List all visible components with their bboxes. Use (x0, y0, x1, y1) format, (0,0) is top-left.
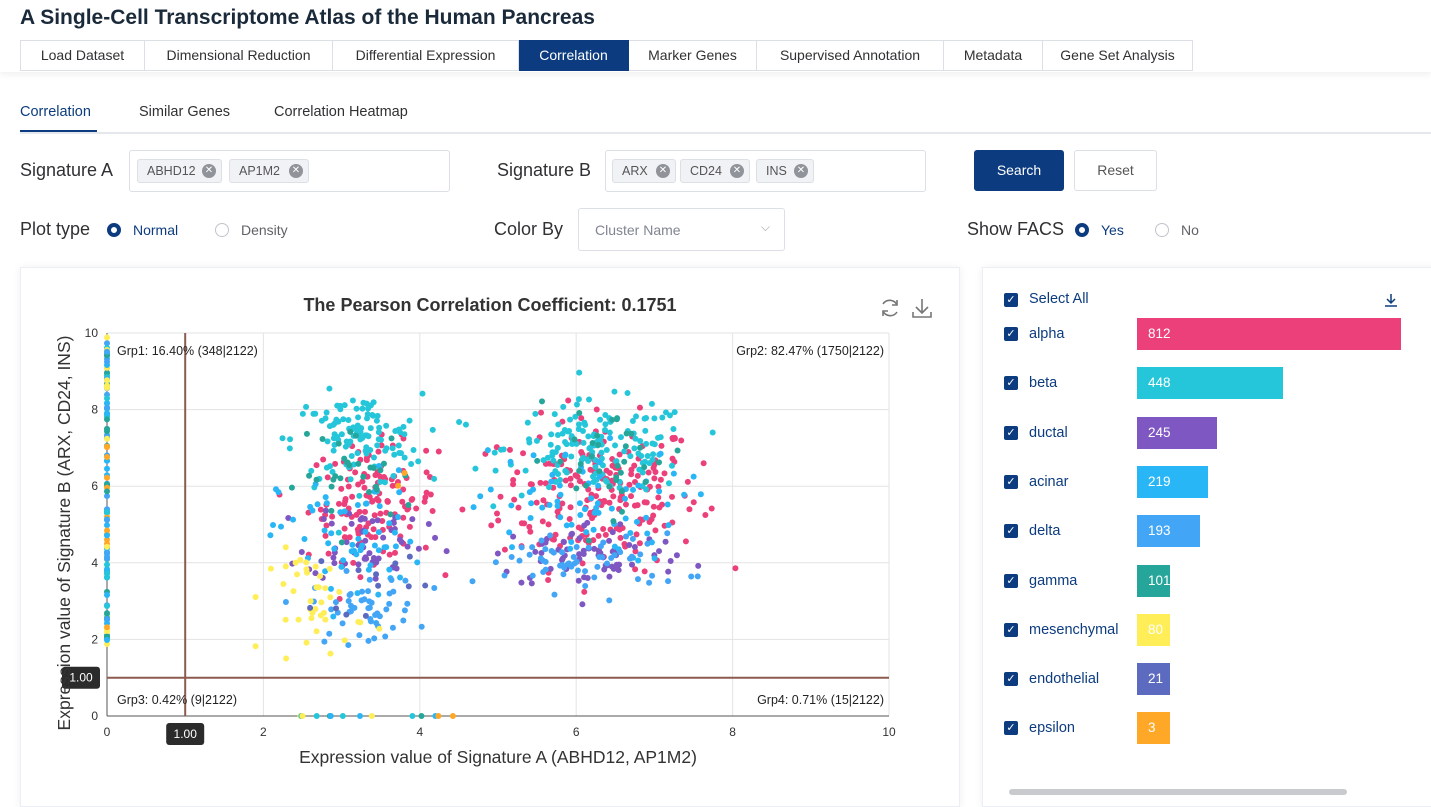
color-by-label: Color By (494, 219, 564, 239)
cluster-legend-card (982, 267, 1431, 807)
signature-b-tag: ARX ✕ (612, 159, 676, 183)
show-facs-label: Show FACS (967, 219, 1065, 239)
signature-a-label: Signature A (20, 160, 114, 180)
subtab-correlation[interactable]: Correlation (20, 104, 91, 120)
remove-tag-icon[interactable]: ✕ (656, 164, 670, 178)
horizontal-scrollbar[interactable] (1009, 789, 1347, 795)
download-icon[interactable] (910, 296, 934, 320)
show-facs-yes-radio[interactable] (1075, 223, 1089, 237)
signature-a-tag: ABHD12 ✕ (137, 159, 222, 183)
legend-bar-mesenchymal[interactable]: 80 (1137, 613, 1170, 646)
sub-tabs: Correlation Similar Genes Correlation He… (20, 96, 1431, 134)
active-subtab-indicator (20, 130, 97, 132)
legend-label-alpha[interactable]: alpha (1029, 326, 1065, 342)
search-button[interactable]: Search (974, 150, 1064, 191)
plot-type-normal-radio[interactable] (107, 223, 121, 237)
signature-b-tag: CD24 ✕ (680, 159, 750, 183)
legend-count-endothelial: 21 (1148, 671, 1164, 687)
tag-label: INS (766, 164, 787, 178)
select-all-label[interactable]: Select All (1029, 291, 1089, 307)
legend-label-delta[interactable]: delta (1029, 523, 1061, 540)
legend-checkbox-epsilon[interactable]: ✓ (1004, 721, 1018, 736)
tag-label: AP1M2 (239, 164, 280, 178)
signature-b-tag: INS ✕ (756, 159, 814, 183)
tab-supervised-annotation[interactable]: Supervised Annotation (757, 40, 944, 71)
plot-type-normal-label[interactable]: Normal (133, 222, 179, 238)
legend-count-ductal: 245 (1148, 424, 1171, 440)
signature-a-tag: AP1M2 ✕ (229, 159, 309, 183)
subtab-similar-genes[interactable]: Similar Genes (139, 104, 231, 120)
tab-metadata[interactable]: Metadata (944, 40, 1043, 71)
subtab-correlation-heatmap[interactable]: Correlation Heatmap (274, 104, 408, 120)
color-by-value: Cluster Name (595, 222, 681, 238)
tag-label: ARX (622, 164, 648, 178)
show-facs-no-radio[interactable] (1155, 223, 1169, 237)
legend-label-gamma[interactable]: gamma (1029, 572, 1078, 589)
remove-tag-icon[interactable]: ✕ (202, 164, 216, 178)
legend-count-epsilon: 3 (1148, 720, 1156, 736)
legend-label-mesenchymal[interactable]: mesenchymal (1029, 621, 1119, 638)
legend-bar-ductal[interactable]: 245 (1137, 416, 1217, 449)
remove-tag-icon[interactable]: ✕ (794, 164, 808, 178)
show-facs-yes-label[interactable]: Yes (1101, 222, 1124, 238)
select-all-checkbox[interactable]: ✓ (1004, 293, 1018, 307)
refresh-icon[interactable] (878, 296, 902, 320)
legend-label-endothelial[interactable]: endothelial (1029, 671, 1100, 688)
legend-count-acinar: 219 (1148, 473, 1171, 489)
signature-b-input[interactable]: ARX ✕ CD24 ✕ INS ✕ (605, 150, 926, 192)
plot-type-density-radio[interactable] (215, 223, 229, 237)
chevron-down-icon: ⌵ (760, 220, 770, 234)
legend-count-mesenchymal: 80 (1148, 621, 1164, 637)
show-facs-no-label[interactable]: No (1181, 222, 1199, 238)
signature-b-label: Signature B (497, 160, 592, 180)
legend-bar-epsilon[interactable]: 3 (1137, 712, 1170, 745)
remove-tag-icon[interactable]: ✕ (730, 164, 744, 178)
legend-bar-alpha[interactable]: 812 (1137, 318, 1401, 350)
tag-label: ABHD12 (147, 164, 196, 178)
reset-button[interactable]: Reset (1074, 150, 1157, 191)
legend-checkbox-mesenchymal[interactable]: ✓ (1004, 622, 1018, 637)
top-bar: A Single-Cell Transcriptome Atlas of the… (0, 0, 1431, 72)
legend-label-beta[interactable]: beta (1029, 375, 1058, 392)
correlation-plot-card (20, 267, 960, 807)
legend-checkbox-gamma[interactable]: ✓ (1004, 573, 1018, 588)
tab-gene-set-analysis[interactable]: Gene Set Analysis (1043, 40, 1193, 71)
legend-checkbox-beta[interactable]: ✓ (1004, 376, 1018, 391)
plot-type-label: Plot type (20, 219, 91, 239)
plot-type-density-label[interactable]: Density (241, 222, 288, 238)
legend-bar-gamma[interactable]: 101 (1137, 564, 1171, 597)
signature-a-input[interactable]: ABHD12 ✕ AP1M2 ✕ (129, 150, 450, 192)
legend-count-alpha: 812 (1148, 326, 1171, 341)
tab-marker-genes[interactable]: Marker Genes (629, 40, 757, 71)
legend-checkbox-endothelial[interactable]: ✓ (1004, 672, 1018, 687)
download-legend-icon[interactable] (1383, 292, 1399, 308)
legend-label-ductal[interactable]: ductal (1029, 424, 1068, 441)
legend-count-gamma: 101 (1148, 572, 1171, 588)
legend-checkbox-acinar[interactable]: ✓ (1004, 474, 1018, 489)
tab-differential-expression[interactable]: Differential Expression (333, 40, 519, 71)
remove-tag-icon[interactable]: ✕ (289, 164, 303, 178)
legend-label-acinar[interactable]: acinar (1029, 473, 1069, 490)
color-by-select[interactable]: Cluster Name ⌵ (578, 208, 785, 251)
legend-checkbox-alpha[interactable]: ✓ (1004, 327, 1018, 341)
tab-correlation[interactable]: Correlation (519, 40, 629, 71)
legend-bar-delta[interactable]: 193 (1137, 515, 1200, 548)
legend-bar-endothelial[interactable]: 21 (1137, 663, 1170, 696)
tab-load-dataset[interactable]: Load Dataset (20, 40, 145, 71)
legend-bar-beta[interactable]: 448 (1137, 367, 1283, 400)
legend-checkbox-delta[interactable]: ✓ (1004, 524, 1018, 539)
legend-count-delta: 193 (1148, 523, 1171, 539)
legend-count-beta: 448 (1148, 375, 1171, 391)
main-tabs: Load Dataset Dimensional Reduction Differe… (20, 40, 1193, 71)
legend-checkbox-ductal[interactable]: ✓ (1004, 425, 1018, 440)
tag-label: CD24 (690, 164, 722, 178)
legend-bar-acinar[interactable]: 219 (1137, 465, 1209, 498)
legend-label-epsilon[interactable]: epsilon (1029, 720, 1075, 737)
tab-dimensional-reduction[interactable]: Dimensional Reduction (145, 40, 333, 71)
app-title: A Single-Cell Transcriptome Atlas of the… (20, 6, 595, 29)
